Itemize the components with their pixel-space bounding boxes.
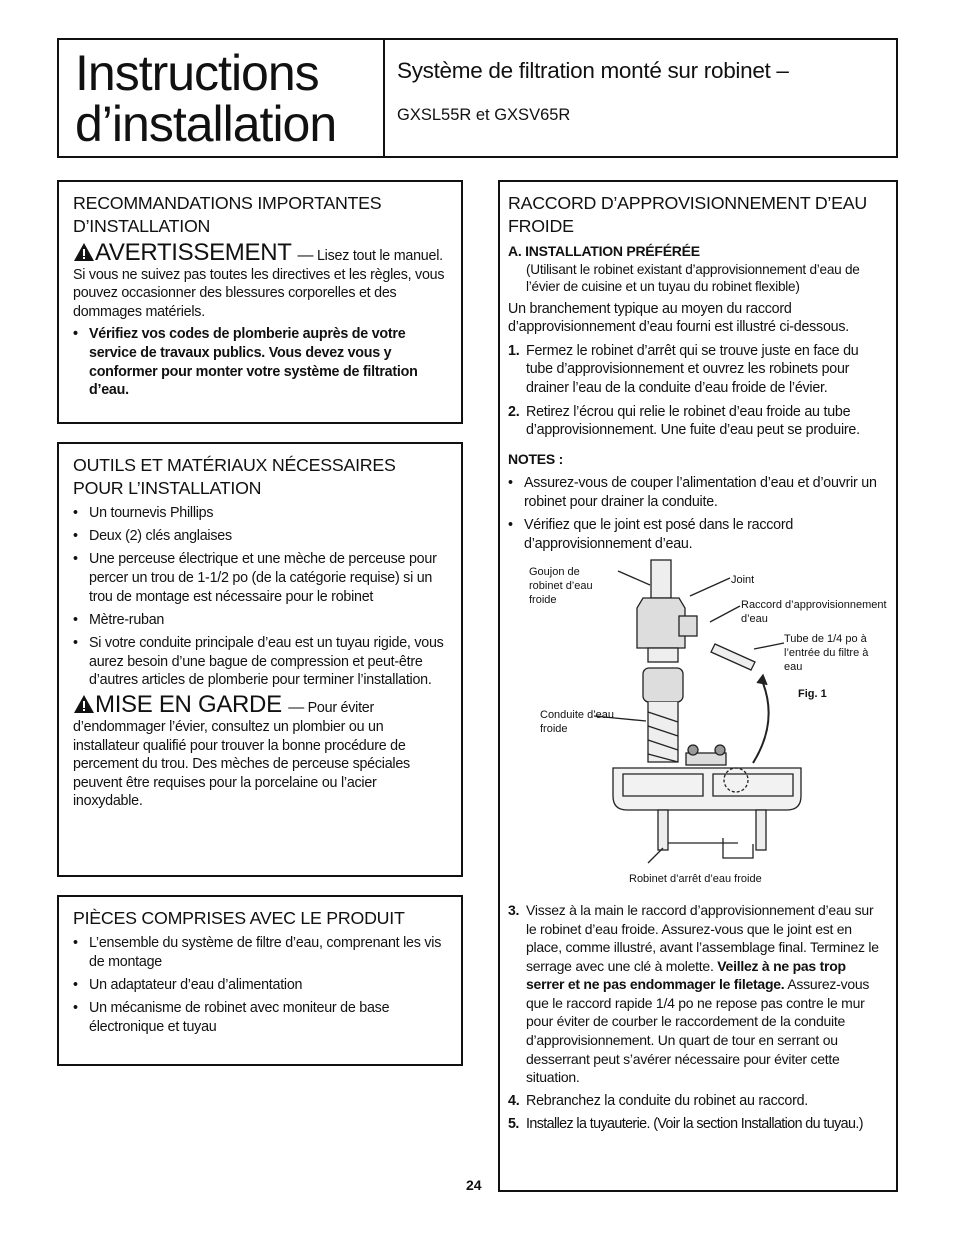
recommendations-box: RECOMMANDATIONS IMPORTANTES D’INSTALLATI…: [57, 180, 463, 424]
water-supply-box: RACCORD D’APPROVISIONNEMENT D’EAU FROIDE…: [498, 180, 898, 1192]
heading: OUTILS ET MATÉRIAUX NÉCESSAIRES POUR L’I…: [73, 455, 396, 498]
option: A. INSTALLATION PRÉFÉRÉE: [508, 243, 700, 259]
step-number: 3.: [508, 901, 520, 918]
subtitle: Système de filtration monté sur robinet …: [397, 58, 789, 83]
warning: AVERTISSEMENT — Lisez tout le manuel. Si…: [73, 239, 447, 321]
step-text: Vissez à la main le raccord d’approvisio…: [526, 901, 879, 974]
title-line: Instructions: [75, 45, 320, 101]
bullet: Une perceuse électrique et une mèche de …: [73, 550, 447, 606]
caution: MISE EN GARDE — Pour éviter d’endommager…: [73, 691, 447, 811]
step-number: 1.: [508, 342, 520, 359]
intro: Un branchement typique au moyen du racco…: [508, 300, 849, 336]
label-tube: Tube de 1/4 po à l’entrée du filtre à ea…: [784, 632, 869, 673]
dash: —: [288, 699, 304, 717]
page-number: 24: [466, 1177, 482, 1193]
label-gasket: Joint: [731, 573, 755, 586]
step-text: Installez la tuyauterie. (Voir la sectio…: [526, 1116, 864, 1133]
figure: Goujon de robinet d’eau froide Joint Rac…: [508, 558, 888, 896]
bullet: Un mécanisme de robinet avec moniteur de…: [73, 999, 447, 1036]
step-text: Fermez le robinet d’arrêt qui se trouve …: [526, 342, 859, 396]
heading: PIÈCES COMPRISES AVEC LE PRODUIT: [73, 908, 405, 928]
step-number: 2.: [508, 403, 520, 420]
bullet: Mètre-ruban: [73, 611, 447, 630]
heading: RACCORD D’APPROVISIONNEMENT D’EAU FROIDE: [508, 193, 867, 236]
step-emphasis: Veillez à ne pas trop serrer et ne pas e…: [526, 957, 846, 993]
caution-label: MISE EN GARDE: [95, 691, 282, 719]
heading: RECOMMANDATIONS IMPORTANTES D’INSTALLATI…: [73, 193, 382, 236]
step-text: Rebranchez la conduite du robinet au rac…: [526, 1092, 809, 1109]
notes-label: NOTES :: [508, 450, 564, 467]
title-line: d’installation: [75, 96, 337, 152]
note: Assurez-vous de couper l’alimentation d’…: [508, 474, 886, 511]
warning-label: AVERTISSEMENT: [95, 239, 292, 266]
step-number: 4.: [508, 1092, 520, 1109]
bullet: Si votre conduite principale d’eau est u…: [73, 634, 447, 690]
plumbing-illustration: [593, 559, 802, 864]
caution-text: Pour éviter d’endommager l’évier, consul…: [73, 700, 410, 810]
bullet: Vérifiez vos codes de plomberie auprès d…: [73, 325, 447, 399]
bullet: Deux (2) clés anglaises: [73, 527, 447, 546]
title: Instructions d’installation: [59, 40, 385, 156]
label-line: Conduite d’eau froide: [540, 708, 615, 735]
header: Instructions d’installation Système de fi…: [57, 38, 898, 158]
note: Vérifiez que le joint est posé dans le r…: [508, 516, 886, 553]
parts-box: PIÈCES COMPRISES AVEC LE PRODUIT L’ensem…: [57, 895, 463, 1066]
step-number: 5.: [508, 1116, 519, 1133]
tools-box: OUTILS ET MATÉRIAUX NÉCESSAIRES POUR L’I…: [57, 442, 463, 877]
option-note: (Utilisant le robinet existant d’approvi…: [526, 261, 860, 295]
bullet: Un adaptateur d’eau d’alimentation: [73, 976, 447, 995]
step-text: Retirez l’écrou qui relie le robinet d’e…: [526, 403, 860, 439]
warning-text: Lisez tout le manuel. Si vous ne suivez …: [73, 248, 445, 320]
dash: —: [297, 247, 314, 264]
label-stud: Goujon de robinet d’eau froide: [529, 565, 593, 606]
step-text: Assurez-vous que le raccord rapide 1/4 p…: [526, 976, 870, 1086]
figure-caption: Fig. 1: [798, 687, 827, 700]
models: GXSL55R et GXSV65R: [397, 106, 571, 124]
bullet: Un tournevis Phillips: [73, 504, 447, 523]
label-valve: Robinet d’arrêt d’eau froide: [629, 872, 762, 885]
bullet: L’ensemble du système de filtre d’eau, c…: [73, 934, 447, 971]
label-fitting: Raccord d’approvisionnement d’eau: [741, 598, 887, 625]
